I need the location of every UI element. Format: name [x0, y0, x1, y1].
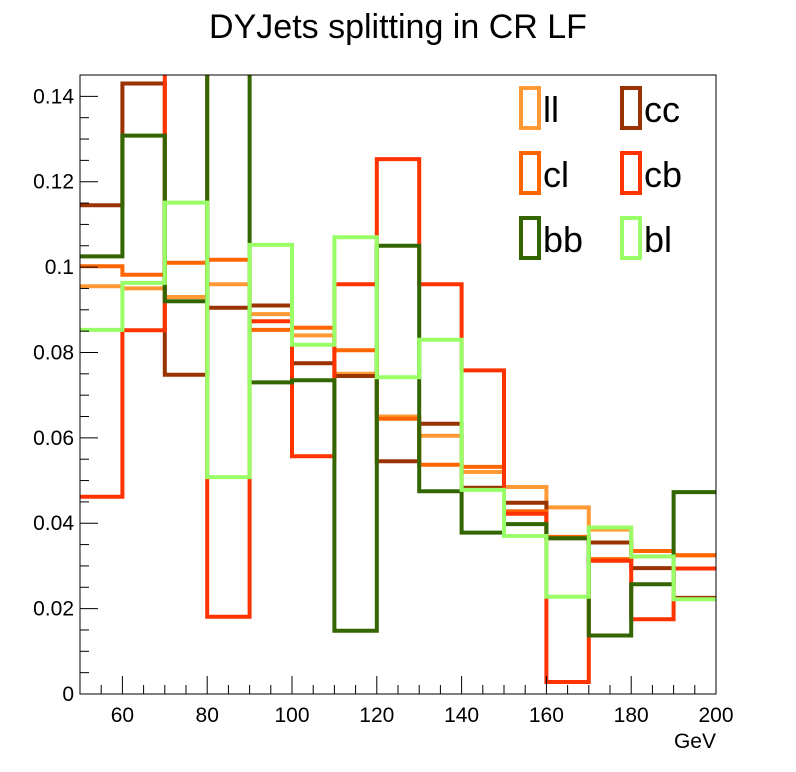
series-cl-line	[80, 257, 716, 562]
y-tick-label: 0.08	[33, 341, 74, 364]
y-axis: 0 0.02 0.04 0.06 0.08 0.1 0.12 0.14	[33, 74, 98, 706]
legend-swatch-cb	[620, 151, 642, 195]
x-axis-label: GeV	[674, 730, 716, 753]
series-bl-line	[80, 200, 716, 602]
legend-swatch-bb	[519, 216, 541, 260]
legend-label-bl: bl	[644, 219, 672, 260]
chart-title: DYJets splitting in CR LF	[209, 8, 587, 46]
legend-swatch-bl	[620, 216, 642, 260]
x-tick-label: 160	[529, 704, 564, 727]
legend-swatch-ll	[519, 86, 541, 130]
x-tick-label: 80	[196, 704, 219, 727]
y-tick-label: 0.02	[33, 598, 74, 621]
x-tick-label: 60	[111, 704, 134, 727]
legend-label-ll: ll	[543, 89, 559, 130]
legend-swatch-cc	[620, 86, 642, 130]
x-axis: 60 80 100 120 140 160 180 200	[79, 676, 734, 727]
y-tick-label: 0	[62, 683, 74, 706]
y-tick-label: 0.06	[33, 427, 74, 450]
series-cc-line	[80, 81, 716, 600]
y-tick-label: 0.14	[33, 85, 74, 108]
legend-label-cc: cc	[644, 89, 680, 130]
legend-label-cb: cb	[644, 154, 682, 195]
legend-label-bb: bb	[543, 219, 583, 260]
x-tick-label: 200	[698, 704, 733, 727]
y-tick-label: 0.04	[33, 512, 74, 535]
series-bb-line	[80, 75, 716, 638]
legend-label-cl: cl	[543, 154, 569, 195]
x-tick-label: 140	[444, 704, 479, 727]
series-cb-line	[80, 75, 716, 684]
series-ll-line	[80, 282, 716, 558]
x-tick-label: 180	[614, 704, 649, 727]
y-tick-label: 0.1	[45, 256, 74, 279]
legend: ll cc cl cb bb bl	[519, 86, 682, 260]
series-layer	[80, 75, 716, 684]
x-tick-label: 100	[274, 704, 309, 727]
legend-swatch-cl	[519, 151, 541, 195]
y-tick-label: 0.12	[33, 171, 74, 194]
x-tick-label: 120	[359, 704, 394, 727]
